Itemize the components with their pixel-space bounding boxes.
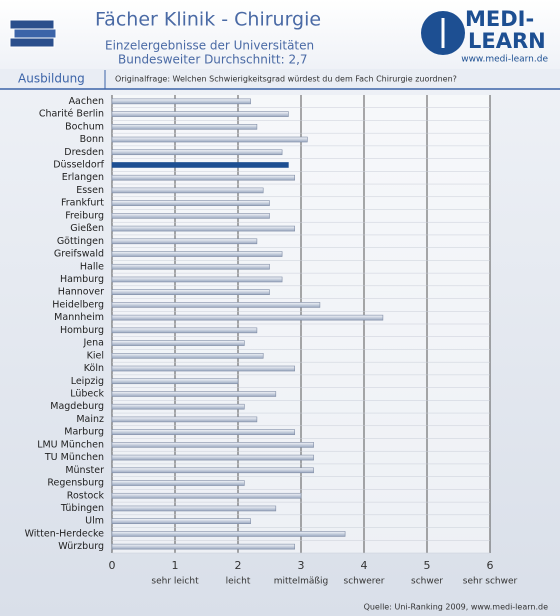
y-tick-label: Jena — [83, 338, 105, 349]
x-tick-label: 3 — [298, 559, 305, 572]
bar — [111, 391, 277, 397]
x-tick-description: leicht — [226, 577, 251, 587]
bar — [111, 467, 314, 474]
y-tick-label: Lübeck — [70, 388, 104, 399]
bar — [111, 340, 245, 346]
x-tick-description: mittelmäßig — [274, 577, 329, 587]
bar — [111, 136, 308, 143]
bar — [111, 365, 295, 372]
y-tick-label: TU München — [44, 452, 104, 463]
bar — [111, 98, 251, 105]
source: Quelle: Uni-Ranking 2009, www.medi-learn… — [364, 603, 549, 612]
bar — [111, 543, 295, 550]
bar — [111, 174, 295, 181]
bar — [111, 378, 239, 385]
y-tick-label: Marburg — [64, 427, 104, 438]
section: Ausbildung — [18, 72, 85, 86]
y-tick-label: Ulm — [85, 516, 104, 527]
y-tick-label: Würzburg — [58, 541, 104, 552]
y-tick-label: Mannheim — [54, 312, 104, 323]
y-tick-label: Kiel — [87, 350, 104, 361]
y-tick-label: Düsseldorf — [53, 159, 104, 170]
y-tick-label: Homburg — [60, 325, 104, 336]
x-tick-label: 6 — [487, 559, 494, 572]
x-tick-label: 5 — [424, 559, 431, 572]
y-tick-label: Regensburg — [47, 478, 104, 489]
y-tick-label: Erlangen — [62, 172, 104, 183]
bar — [111, 505, 277, 512]
y-tick-label: Heidelberg — [52, 299, 104, 310]
y-tick-label: Göttingen — [57, 236, 104, 247]
bar — [111, 251, 283, 257]
subtitle: Bundesweiter Durchschnitt: 2,7 — [118, 53, 308, 67]
x-tick-description: schwer — [411, 577, 443, 587]
x-tick-description: schwerer — [344, 577, 385, 587]
bar — [111, 353, 264, 359]
logo-text: MEDI- — [465, 7, 534, 31]
bar — [111, 111, 289, 117]
y-tick-label: Münster — [65, 465, 104, 476]
y-tick-label: Köln — [84, 363, 104, 374]
y-tick-label: Freiburg — [65, 210, 104, 221]
bar — [111, 289, 270, 295]
subtitle: Einzelergebnisse der Universitäten — [105, 39, 314, 53]
x-tick-description: sehr leicht — [151, 577, 199, 587]
y-tick-label: Halle — [80, 261, 104, 272]
logo-text: LEARN — [468, 29, 546, 53]
title: Fächer Klinik - Chirurgie — [95, 9, 321, 31]
bar — [111, 518, 251, 524]
bar — [111, 200, 270, 206]
y-tick-label: Bochum — [65, 121, 104, 132]
bar — [111, 162, 289, 168]
bar — [111, 327, 258, 334]
y-tick-label: Bonn — [80, 134, 104, 145]
y-tick-label: Rostock — [67, 490, 105, 501]
bar — [111, 480, 245, 486]
y-tick-label: Charité Berlin — [39, 109, 104, 120]
bar — [111, 314, 384, 321]
x-tick-label: 0 — [109, 559, 116, 572]
bar — [111, 302, 321, 308]
bar — [111, 531, 346, 537]
y-tick-label: Leipzig — [71, 376, 104, 387]
bar — [111, 225, 295, 232]
y-tick-label: Magdeburg — [50, 401, 104, 412]
bar — [111, 429, 295, 435]
y-tick-label: Hamburg — [60, 274, 104, 285]
logo: MEDI- LEARN www.medi-learn.de — [421, 7, 548, 65]
x-tick-description: sehr schwer — [463, 577, 518, 587]
bar — [111, 454, 314, 461]
logo-url: www.medi-learn.de — [461, 55, 548, 65]
y-tick-label: LMU München — [37, 439, 104, 450]
bar — [111, 149, 283, 156]
bar — [111, 442, 314, 448]
y-tick-label: Essen — [76, 185, 104, 196]
section-band — [0, 69, 560, 89]
bar — [111, 492, 302, 499]
y-tick-label: Witten-Herdecke — [25, 528, 105, 539]
y-tick-label: Greifswald — [54, 249, 104, 260]
y-tick-label: Mainz — [76, 414, 104, 425]
bar — [111, 416, 258, 423]
y-tick-label: Frankfurt — [61, 198, 104, 209]
bar — [111, 213, 270, 219]
bar — [111, 403, 245, 410]
x-tick-label: 2 — [235, 559, 242, 572]
y-tick-label: Tübingen — [60, 503, 104, 514]
x-tick-label: 1 — [172, 559, 179, 572]
y-tick-label: Aachen — [69, 96, 104, 107]
y-tick-label: Hannover — [58, 287, 104, 298]
books-icon — [9, 19, 57, 48]
bar — [111, 187, 264, 194]
bar — [111, 124, 258, 130]
bar — [111, 263, 270, 270]
y-tick-label: Gießen — [70, 223, 104, 234]
y-tick-label: Dresden — [64, 147, 104, 158]
bar — [111, 276, 283, 283]
x-tick-label: 4 — [361, 559, 368, 572]
question: Originalfrage: Welchen Schwierigkeitsgra… — [115, 75, 457, 84]
bar — [111, 238, 258, 245]
